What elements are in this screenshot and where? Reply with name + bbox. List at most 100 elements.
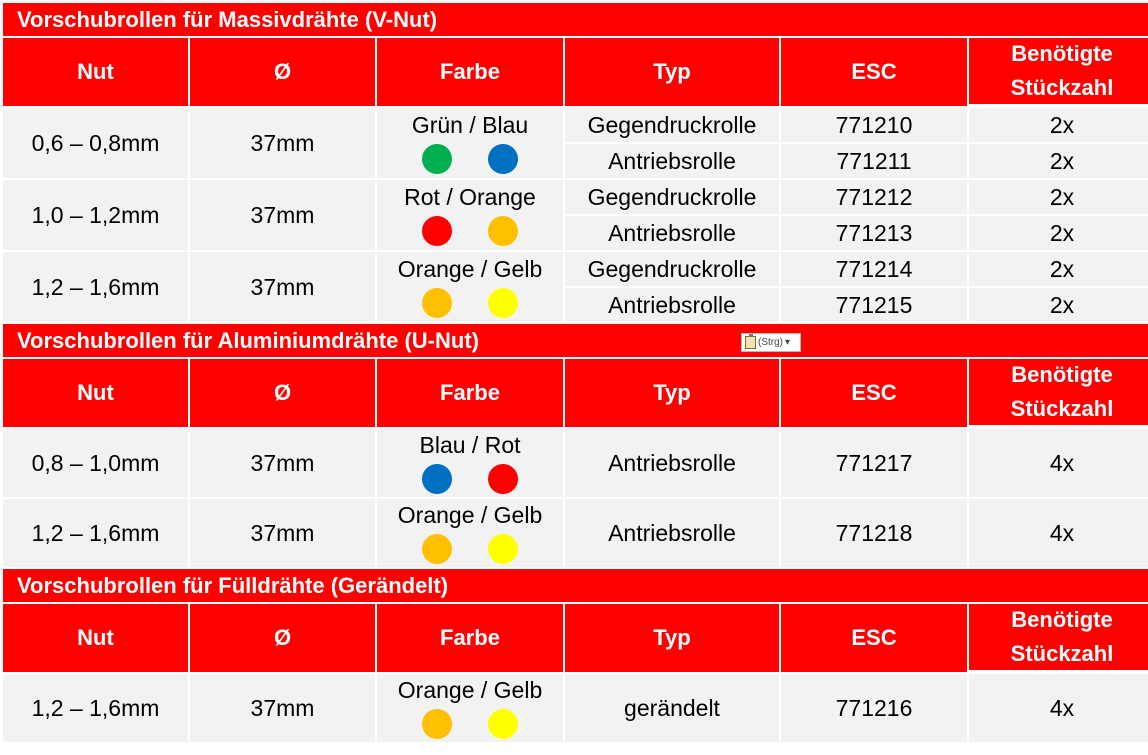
farbe-cell: Grün / Blau: [377, 108, 563, 178]
header-stueckzahl-line1: Benötigte: [1011, 41, 1113, 66]
diameter-cell: 37mm: [190, 499, 375, 567]
header-diameter: Ø: [190, 38, 375, 106]
nut-cell: 1,0 – 1,2mm: [3, 180, 188, 250]
qty-cell: 2x: [969, 216, 1148, 250]
esc-cell: 771218: [781, 499, 967, 567]
typ-cell: Gegendruckrolle: [565, 252, 779, 286]
farbe-cell: Rot / Orange: [377, 180, 563, 250]
typ-cell: Gegendruckrolle: [565, 180, 779, 214]
header-farbe: Farbe: [377, 38, 563, 106]
color-dot: [422, 216, 452, 246]
color-dot: [488, 709, 518, 739]
header-stueckzahl: Benötigte Stückzahl: [969, 38, 1148, 104]
esc-cell: 771215: [781, 288, 967, 322]
color-dot: [488, 534, 518, 564]
esc-cell: 771216: [781, 674, 967, 742]
farbe-cell: Orange / Gelb: [377, 499, 563, 567]
color-dot: [422, 534, 452, 564]
color-dot: [422, 288, 452, 318]
header-diameter: Ø: [190, 359, 375, 427]
diameter-cell: 37mm: [190, 429, 375, 497]
color-dot: [422, 709, 452, 739]
nut-cell: 0,8 – 1,0mm: [3, 429, 188, 497]
qty-cell: 2x: [969, 108, 1148, 142]
esc-cell: 771217: [781, 429, 967, 497]
color-dot: [422, 144, 452, 174]
color-dots: [422, 709, 518, 739]
farbe-label: Blau / Rot: [419, 432, 521, 458]
header-stueckzahl-line2: Stückzahl: [1010, 641, 1114, 666]
section-title: Vorschubrollen für Aluminiumdrähte (U-Nu…: [3, 324, 1148, 357]
header-stueckzahl-line1: Benötigte: [1011, 607, 1113, 632]
diameter-cell: 37mm: [190, 180, 375, 250]
header-typ: Typ: [565, 38, 779, 106]
color-dot: [488, 216, 518, 246]
farbe-cell: Orange / Gelb: [377, 674, 563, 742]
color-dots: [422, 534, 518, 564]
nut-cell: 1,2 – 1,6mm: [3, 252, 188, 322]
color-dots: [422, 464, 518, 494]
nut-cell: 1,2 – 1,6mm: [3, 674, 188, 742]
section-title: Vorschubrollen für Massivdrähte (V-Nut): [3, 3, 1148, 36]
qty-cell: 4x: [969, 429, 1148, 497]
header-farbe: Farbe: [377, 604, 563, 672]
farbe-label: Orange / Gelb: [397, 677, 543, 703]
section-title: Vorschubrollen für Fülldrähte (Gerändelt…: [3, 569, 1148, 602]
color-dots: [422, 288, 518, 318]
farbe-label: Grün / Blau: [411, 112, 529, 138]
header-stueckzahl: Benötigte Stückzahl: [969, 604, 1148, 670]
chevron-down-icon: ▾: [785, 337, 791, 348]
color-dot: [488, 288, 518, 318]
clipboard-icon: [745, 334, 756, 349]
esc-cell: 771212: [781, 180, 967, 214]
typ-cell: Antriebsrolle: [565, 144, 779, 178]
color-dot: [488, 464, 518, 494]
diameter-cell: 37mm: [190, 108, 375, 178]
qty-cell: 4x: [969, 499, 1148, 567]
header-nut: Nut: [3, 359, 188, 427]
diameter-cell: 37mm: [190, 674, 375, 742]
color-dots: [422, 144, 518, 174]
header-diameter: Ø: [190, 604, 375, 672]
typ-cell: gerändelt: [565, 674, 779, 742]
qty-cell: 4x: [969, 674, 1148, 742]
header-esc: ESC: [781, 38, 967, 106]
esc-cell: 771210: [781, 108, 967, 142]
header-esc: ESC: [781, 359, 967, 427]
header-stueckzahl-line2: Stückzahl: [1010, 75, 1114, 100]
typ-cell: Gegendruckrolle: [565, 108, 779, 142]
esc-cell: 771211: [781, 144, 967, 178]
color-dots: [422, 216, 518, 246]
nut-cell: 1,2 – 1,6mm: [3, 499, 188, 567]
color-dot: [422, 464, 452, 494]
header-stueckzahl-line2: Stückzahl: [1010, 396, 1114, 421]
farbe-cell: Orange / Gelb: [377, 252, 563, 322]
header-esc: ESC: [781, 604, 967, 672]
header-stueckzahl: Benötigte Stückzahl: [969, 359, 1148, 425]
qty-cell: 2x: [969, 144, 1148, 178]
paste-options-button[interactable]: (Strg) ▾: [741, 333, 801, 352]
typ-cell: Antriebsrolle: [565, 499, 779, 567]
header-typ: Typ: [565, 359, 779, 427]
header-typ: Typ: [565, 604, 779, 672]
nut-cell: 0,6 – 0,8mm: [3, 108, 188, 178]
typ-cell: Antriebsrolle: [565, 288, 779, 322]
esc-cell: 771213: [781, 216, 967, 250]
qty-cell: 2x: [969, 252, 1148, 286]
header-nut: Nut: [3, 604, 188, 672]
header-nut: Nut: [3, 38, 188, 106]
diameter-cell: 37mm: [190, 252, 375, 322]
farbe-label: Orange / Gelb: [397, 502, 543, 528]
product-table: Vorschubrollen für Massivdrähte (V-Nut) N…: [3, 3, 1148, 742]
typ-cell: Antriebsrolle: [565, 429, 779, 497]
qty-cell: 2x: [969, 288, 1148, 322]
paste-options-label: (Strg): [758, 337, 783, 348]
header-farbe: Farbe: [377, 359, 563, 427]
farbe-cell: Blau / Rot: [377, 429, 563, 497]
farbe-label: Orange / Gelb: [397, 256, 543, 282]
qty-cell: 2x: [969, 180, 1148, 214]
header-stueckzahl-line1: Benötigte: [1011, 362, 1113, 387]
farbe-label: Rot / Orange: [404, 184, 536, 210]
esc-cell: 771214: [781, 252, 967, 286]
color-dot: [488, 144, 518, 174]
